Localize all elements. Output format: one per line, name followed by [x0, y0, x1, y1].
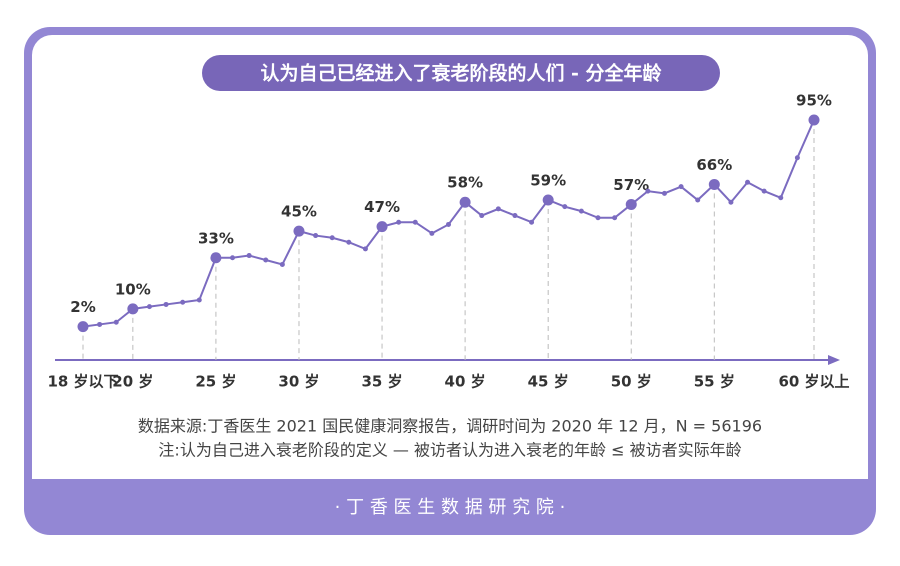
point [645, 188, 651, 194]
point [612, 215, 618, 221]
point [77, 321, 89, 333]
data-label: 2% [70, 298, 95, 316]
data-label: 45% [281, 203, 317, 221]
point [578, 208, 584, 214]
data-label: 66% [696, 156, 732, 174]
x-tick-label: 60 岁以上 [778, 373, 849, 391]
point [595, 215, 601, 221]
x-tick-label: 20 岁 [112, 373, 153, 391]
panel-bottom [32, 440, 868, 479]
x-tick-label: 45 岁 [528, 373, 569, 391]
data-label: 33% [198, 229, 234, 247]
x-tick-label: 40 岁 [445, 373, 486, 391]
data-label: 95% [796, 92, 832, 110]
point [446, 221, 451, 227]
point [562, 204, 568, 210]
point [778, 195, 784, 201]
point [459, 196, 471, 208]
point [263, 257, 269, 263]
x-tick-label: 50 岁 [611, 373, 652, 391]
point [329, 235, 335, 241]
point [625, 198, 637, 210]
x-tick-label: 25 岁 [195, 373, 236, 391]
point [376, 221, 388, 233]
point [512, 213, 518, 219]
point [495, 206, 501, 212]
title-pill [202, 55, 720, 91]
data-label: 10% [115, 280, 151, 298]
point [745, 179, 751, 185]
point [313, 233, 319, 239]
point [728, 199, 734, 205]
panel [32, 35, 868, 479]
x-tick-label: 35 岁 [361, 373, 402, 391]
point [678, 184, 684, 190]
x-tick-label: 30 岁 [278, 373, 319, 391]
point [429, 230, 435, 236]
x-tick-label: 18 岁以下 [47, 373, 118, 391]
point [163, 301, 169, 307]
data-label: 47% [364, 198, 400, 216]
point [127, 303, 139, 315]
point [794, 155, 800, 161]
point [695, 197, 701, 203]
point [346, 239, 352, 245]
point [529, 219, 535, 225]
point [412, 219, 418, 225]
point [230, 255, 236, 261]
point [661, 190, 667, 196]
note: 注:认为自己进入衰老阶段的定义 — 被访者认为进入衰老的年龄 ≤ 被访者实际年龄 [158, 441, 741, 460]
x-tick-label: 55 岁 [694, 373, 735, 391]
point [180, 299, 186, 305]
axis-arrow [828, 355, 840, 365]
point [210, 252, 222, 264]
point [113, 319, 119, 325]
note: 数据来源:丁香医生 2021 国民健康洞察报告，调研时间为 2020 年 12 … [138, 417, 762, 436]
point [293, 225, 305, 237]
point [542, 194, 554, 206]
data-label: 59% [530, 172, 566, 190]
point [246, 253, 252, 259]
point [808, 114, 820, 126]
data-label: 58% [447, 174, 483, 192]
point [97, 321, 103, 327]
point [196, 297, 202, 303]
point [479, 213, 485, 219]
chart-title: 认为自己已经进入了衰老阶段的人们 - 分全年龄 [260, 62, 662, 85]
point [362, 246, 368, 252]
point [396, 219, 402, 225]
point [708, 178, 720, 190]
data-label: 57% [613, 176, 649, 194]
point [279, 261, 285, 267]
point [761, 188, 767, 194]
footer: · 丁 香 医 生 数 据 研 究 院 · [335, 497, 566, 518]
point [146, 304, 152, 310]
